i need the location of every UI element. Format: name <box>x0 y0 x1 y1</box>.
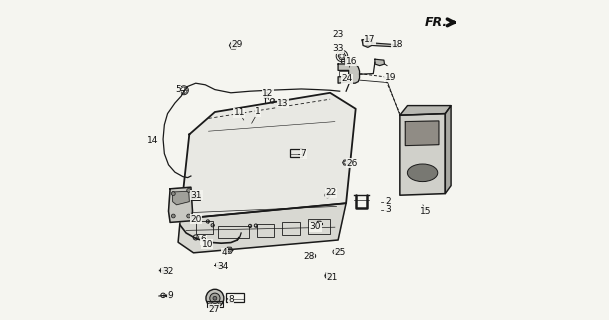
Polygon shape <box>445 106 451 194</box>
Text: 2: 2 <box>385 197 390 206</box>
Polygon shape <box>362 38 372 47</box>
Text: 19: 19 <box>384 73 396 82</box>
Text: 24: 24 <box>342 74 353 83</box>
Ellipse shape <box>407 164 438 181</box>
Text: 33: 33 <box>332 44 343 53</box>
Text: 1: 1 <box>255 108 261 116</box>
Circle shape <box>218 303 221 306</box>
Text: 17: 17 <box>364 36 376 44</box>
Text: 7: 7 <box>301 149 306 158</box>
Text: 6: 6 <box>201 236 206 244</box>
Text: 4: 4 <box>222 248 227 257</box>
Polygon shape <box>400 114 445 195</box>
Text: 18: 18 <box>392 40 403 49</box>
Bar <box>207 301 223 307</box>
Text: 8: 8 <box>228 295 234 304</box>
Text: 20: 20 <box>190 215 202 224</box>
Bar <box>339 71 348 76</box>
Text: 9: 9 <box>168 292 174 300</box>
Bar <box>290 149 302 157</box>
Polygon shape <box>178 203 346 253</box>
Polygon shape <box>169 187 192 222</box>
Bar <box>195 221 213 234</box>
Text: 13: 13 <box>277 99 289 108</box>
Text: 22: 22 <box>325 188 336 197</box>
Text: FR.: FR. <box>424 16 448 29</box>
Polygon shape <box>338 64 359 83</box>
Bar <box>282 222 300 235</box>
Circle shape <box>209 293 220 303</box>
Bar <box>226 293 244 302</box>
Text: 3: 3 <box>385 205 390 214</box>
Text: 5: 5 <box>175 85 181 94</box>
Polygon shape <box>406 121 439 146</box>
Polygon shape <box>173 191 189 205</box>
Bar <box>218 226 248 238</box>
Circle shape <box>187 214 191 218</box>
Circle shape <box>187 188 191 192</box>
Bar <box>256 224 274 237</box>
Polygon shape <box>371 43 399 47</box>
Text: 32: 32 <box>162 267 173 276</box>
Text: 16: 16 <box>346 57 357 66</box>
Circle shape <box>171 214 175 218</box>
Text: 10: 10 <box>202 240 213 249</box>
Text: 29: 29 <box>231 40 242 49</box>
Text: 14: 14 <box>147 136 158 145</box>
Polygon shape <box>400 106 451 115</box>
Text: 23: 23 <box>332 30 343 39</box>
Text: 11: 11 <box>233 108 245 117</box>
Polygon shape <box>181 93 356 218</box>
Bar <box>308 219 330 234</box>
Circle shape <box>206 289 224 307</box>
Circle shape <box>171 192 175 196</box>
Circle shape <box>208 303 212 306</box>
Text: 31: 31 <box>191 191 202 200</box>
Text: 25: 25 <box>334 248 345 257</box>
Text: 30: 30 <box>309 222 321 231</box>
Polygon shape <box>375 59 384 66</box>
Text: 26: 26 <box>346 159 357 168</box>
Text: 12: 12 <box>262 89 273 98</box>
Text: 34: 34 <box>217 262 228 271</box>
Text: 28: 28 <box>304 252 315 261</box>
Text: 15: 15 <box>420 207 431 216</box>
Text: 27: 27 <box>208 305 220 314</box>
Circle shape <box>213 296 217 300</box>
Text: 21: 21 <box>326 273 337 282</box>
Bar <box>192 194 200 200</box>
